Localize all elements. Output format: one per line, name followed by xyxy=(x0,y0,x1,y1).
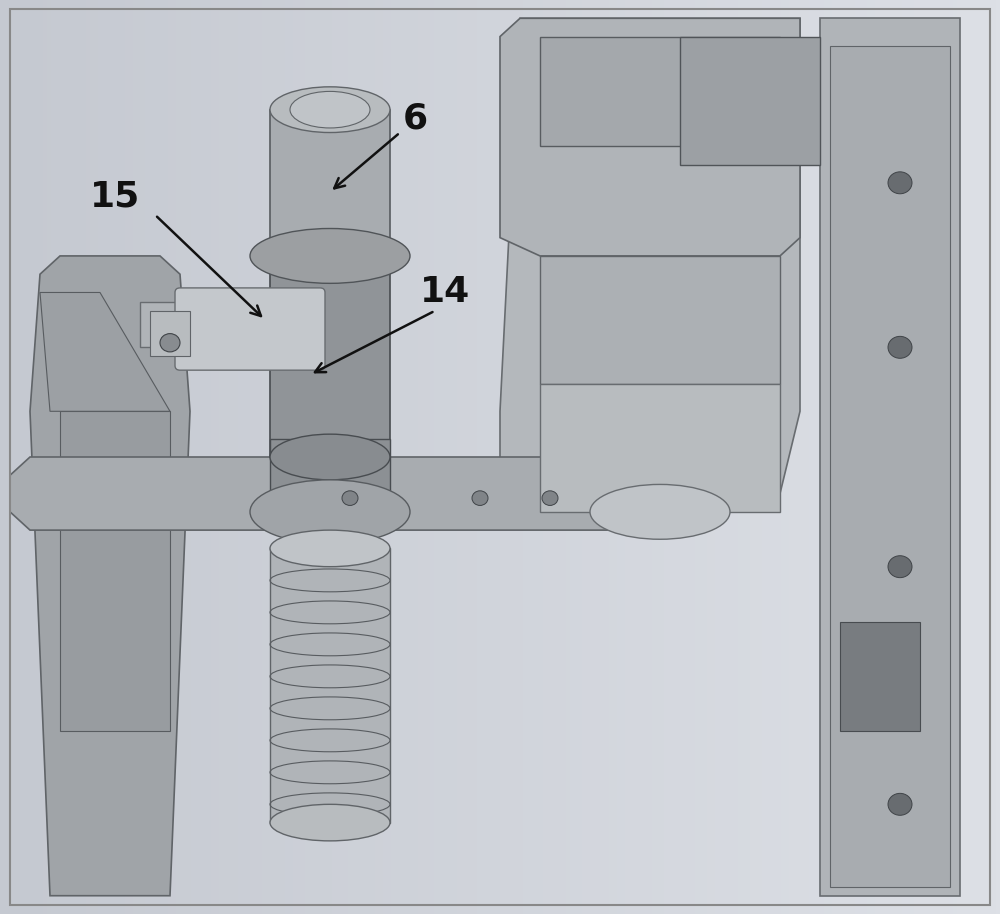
Circle shape xyxy=(888,172,912,194)
Bar xyxy=(540,384,780,512)
Polygon shape xyxy=(500,18,800,256)
Ellipse shape xyxy=(270,804,390,841)
Bar xyxy=(540,37,780,146)
Bar xyxy=(840,622,920,731)
Text: 15: 15 xyxy=(90,179,140,214)
Ellipse shape xyxy=(270,87,390,133)
Polygon shape xyxy=(140,302,380,347)
Circle shape xyxy=(888,556,912,578)
Bar xyxy=(820,18,960,896)
Ellipse shape xyxy=(250,228,410,283)
Polygon shape xyxy=(500,18,800,512)
Ellipse shape xyxy=(270,530,390,567)
Bar xyxy=(270,256,390,457)
Circle shape xyxy=(472,491,488,505)
Polygon shape xyxy=(60,411,170,731)
Ellipse shape xyxy=(270,434,390,480)
Bar xyxy=(150,311,190,356)
Ellipse shape xyxy=(250,480,410,544)
Bar xyxy=(270,110,390,256)
Text: 14: 14 xyxy=(420,275,470,310)
Bar xyxy=(270,548,390,823)
Circle shape xyxy=(888,793,912,815)
Bar xyxy=(680,37,820,165)
Polygon shape xyxy=(10,457,670,530)
Ellipse shape xyxy=(290,91,370,128)
Circle shape xyxy=(342,491,358,505)
Circle shape xyxy=(160,334,180,352)
FancyBboxPatch shape xyxy=(175,288,325,370)
Bar xyxy=(540,256,780,384)
Circle shape xyxy=(888,336,912,358)
Ellipse shape xyxy=(590,484,730,539)
Polygon shape xyxy=(30,256,190,896)
Ellipse shape xyxy=(270,233,390,279)
Text: 6: 6 xyxy=(402,101,428,136)
Polygon shape xyxy=(40,292,170,411)
Bar xyxy=(830,46,950,887)
Bar xyxy=(270,439,390,512)
Circle shape xyxy=(542,491,558,505)
